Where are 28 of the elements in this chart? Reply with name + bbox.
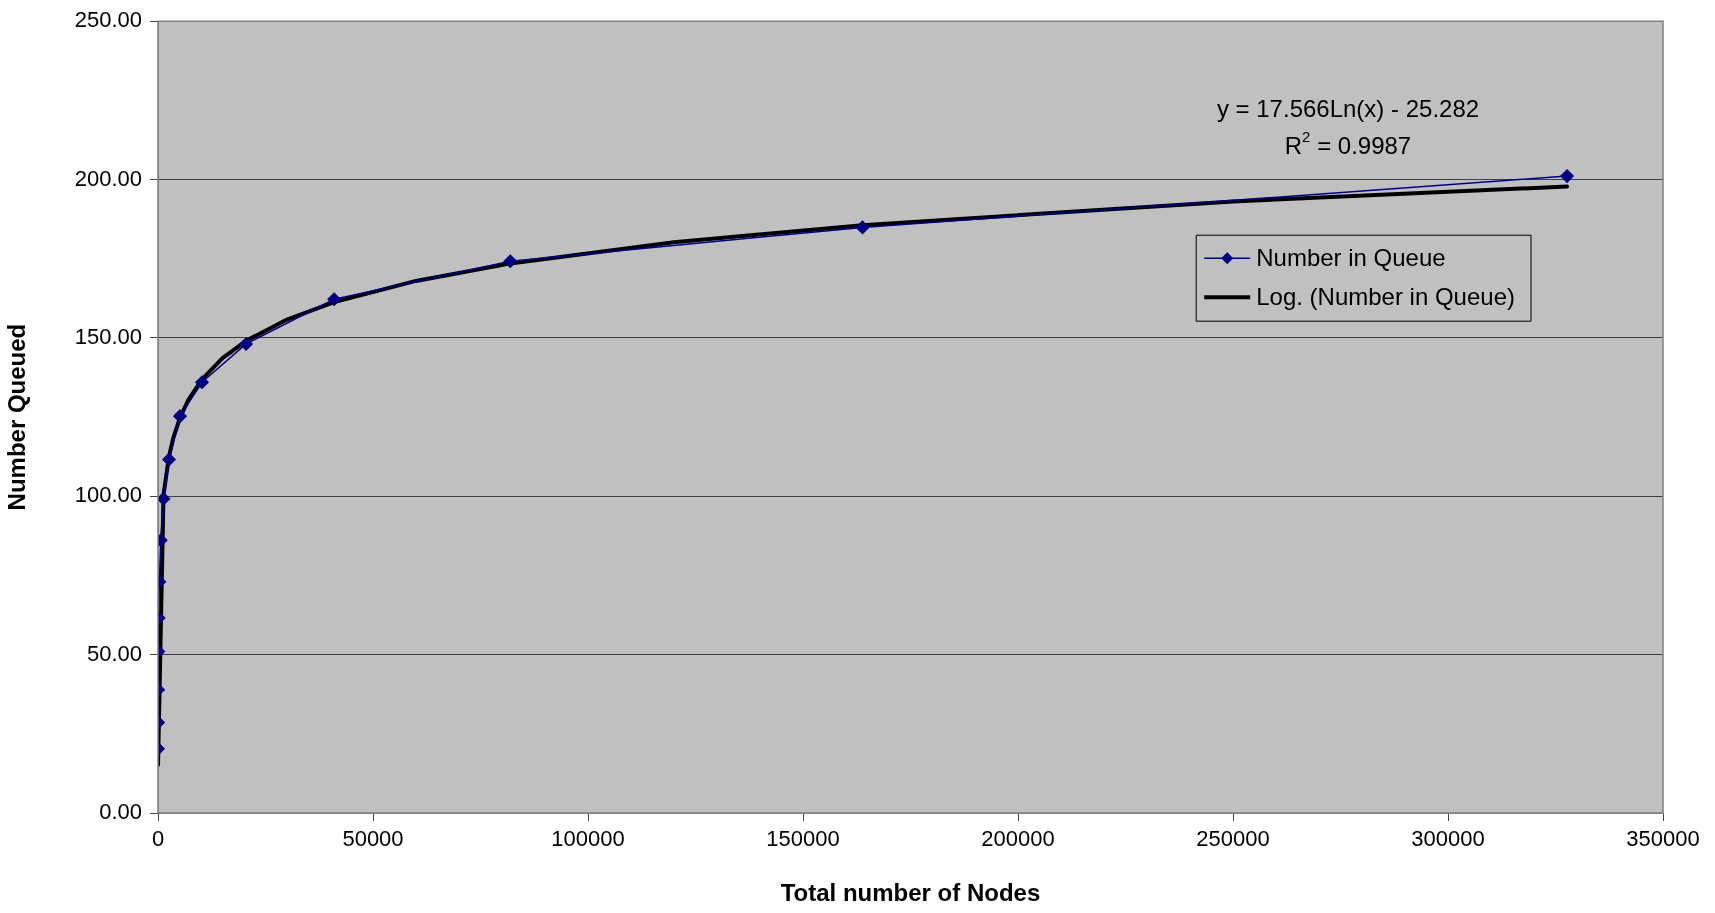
x-tick-label: 300000 (1411, 826, 1485, 852)
y-tick-label: 150.00 (74, 323, 142, 349)
point (173, 409, 187, 423)
y-axis-title: Number Queued (3, 323, 31, 511)
x-tick-label: 50000 (342, 826, 404, 852)
point (195, 375, 209, 390)
point (239, 337, 253, 351)
y-tick-label: 250.00 (74, 7, 142, 33)
x-tick-label: 150000 (766, 826, 840, 852)
annotation: y = 17.566Ln(x) - 25.282 (1216, 94, 1480, 122)
y-tick-label: 100.00 (74, 482, 142, 508)
point (855, 220, 870, 235)
x-axis-title: Total number of Nodes (780, 879, 1041, 907)
point (162, 452, 176, 467)
x-tick-label: 200000 (981, 826, 1055, 852)
y-tick-label: 0.00 (99, 799, 142, 825)
point (1560, 169, 1574, 183)
x-tick-label: 350000 (1626, 826, 1700, 852)
point (327, 292, 341, 307)
y-tick-label: 200.00 (74, 165, 142, 191)
x-tick-label: 0 (151, 826, 165, 852)
y-tick-label: 50.00 (86, 640, 142, 666)
point (503, 254, 518, 269)
x-tick-label: 100000 (551, 826, 625, 852)
point (158, 492, 171, 506)
legend-label: Log. (Number in Queue) (1256, 282, 1515, 310)
x-tick-label: 250000 (1196, 826, 1270, 852)
legend-label: Number in Queue (1256, 243, 1446, 271)
